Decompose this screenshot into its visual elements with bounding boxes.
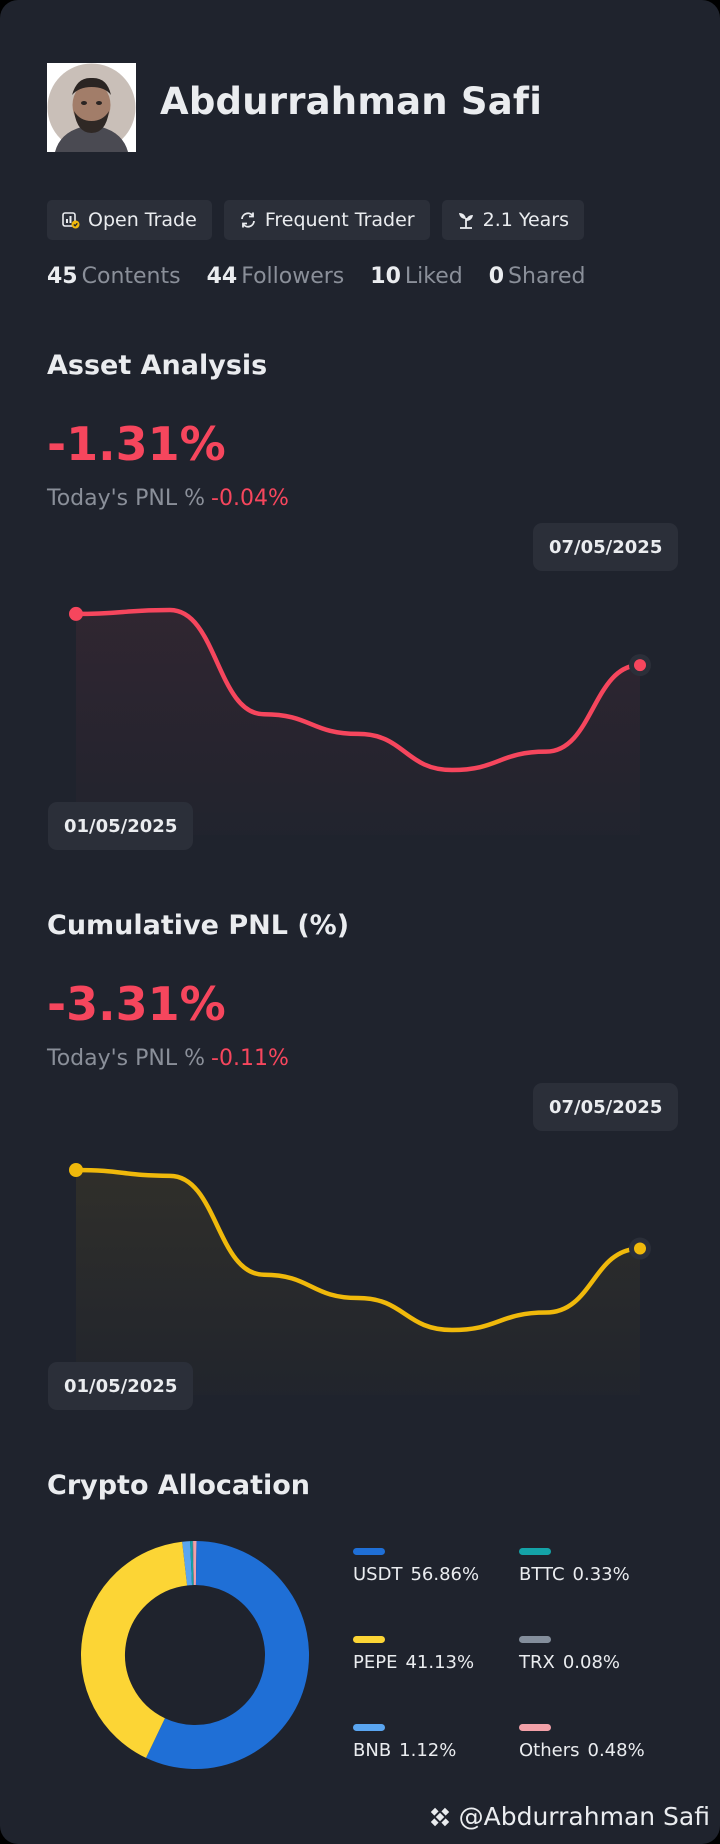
legend-name: USDT xyxy=(353,1564,403,1585)
asset-analysis-chart[interactable] xyxy=(0,525,720,845)
asset-start-date-tag: 01/05/2025 xyxy=(48,802,194,850)
today-pnl-label: Today's PNL % xyxy=(47,1046,206,1071)
series-line xyxy=(73,607,643,773)
donut-slice-pepe[interactable] xyxy=(81,1541,188,1758)
data-point[interactable] xyxy=(69,606,83,621)
legend-item-usdt: USDT 56.86% xyxy=(353,1548,480,1585)
legend-value: 41.13% xyxy=(405,1652,475,1673)
cumulative-today-pnl: Today's PNL % -0.11% xyxy=(47,1046,289,1071)
asset-analysis-title: Asset Analysis xyxy=(47,350,268,381)
data-point[interactable] xyxy=(634,1242,646,1255)
open-trade-icon xyxy=(62,212,80,229)
badge-frequent-trader[interactable]: Frequent Trader xyxy=(223,200,430,240)
stat-number: 0 xyxy=(488,264,505,289)
data-point[interactable] xyxy=(166,606,174,614)
data-point[interactable] xyxy=(542,748,550,756)
stat-number: 10 xyxy=(370,264,401,289)
data-point[interactable] xyxy=(260,710,268,718)
donut-slice-bnb[interactable] xyxy=(182,1541,193,1586)
sprout-icon xyxy=(458,213,473,229)
data-point[interactable] xyxy=(634,659,646,672)
refresh-icon xyxy=(240,212,255,228)
legend-value: 0.08% xyxy=(562,1652,621,1673)
stat-liked[interactable]: 10 Liked xyxy=(370,264,462,289)
badge-row: Open Trade Frequent Trader 2.1 Years xyxy=(47,200,584,240)
legend-name: Others xyxy=(519,1740,580,1761)
binance-logo-icon xyxy=(430,1807,449,1826)
stat-number: 44 xyxy=(206,264,238,289)
stat-number: 45 xyxy=(47,264,78,289)
asset-today-pnl: Today's PNL % -0.04% xyxy=(47,486,289,511)
stat-label: Followers xyxy=(241,264,345,289)
today-pnl-value: -0.11% xyxy=(211,1046,289,1071)
legend-name: BNB xyxy=(353,1740,392,1761)
legend-swatch xyxy=(353,1636,385,1643)
footer-handle: @Abdurrahman Safi xyxy=(427,1802,710,1831)
cumulative-start-date-tag: 01/05/2025 xyxy=(48,1362,194,1410)
data-point[interactable] xyxy=(542,1309,550,1317)
stat-label: Contents xyxy=(81,264,181,289)
stat-label: Shared xyxy=(508,264,586,289)
legend-swatch xyxy=(519,1724,551,1731)
legend-value: 0.33% xyxy=(572,1564,630,1585)
legend-name: PEPE xyxy=(353,1652,398,1673)
legend-swatch xyxy=(353,1724,385,1731)
legend-item-bttc: BTTC 0.33% xyxy=(519,1548,630,1585)
asset-analysis-value: -1.31% xyxy=(47,417,226,471)
badge-label: Frequent Trader xyxy=(264,209,415,231)
badge-years[interactable]: 2.1 Years xyxy=(441,200,584,240)
data-point[interactable] xyxy=(448,1326,456,1334)
today-pnl-value: -0.04% xyxy=(211,486,289,511)
cumulative-pnl-value: -3.31% xyxy=(47,977,226,1031)
allocation-donut-chart[interactable] xyxy=(78,1538,312,1772)
legend-value: 0.48% xyxy=(587,1740,645,1761)
legend-swatch xyxy=(519,1636,551,1643)
asset-end-date-tag: 07/05/2025 xyxy=(533,523,679,571)
stat-followers[interactable]: 44 Followers xyxy=(207,264,345,289)
stat-contents[interactable]: 45 Contents xyxy=(47,264,181,289)
today-pnl-label: Today's PNL % xyxy=(47,486,206,511)
legend-swatch xyxy=(519,1548,551,1555)
profile-name: Abdurrahman Safi xyxy=(160,80,543,123)
badge-open-trade[interactable]: Open Trade xyxy=(47,200,212,240)
data-point[interactable] xyxy=(166,1172,174,1180)
legend-value: 1.12% xyxy=(399,1740,457,1761)
legend-swatch xyxy=(353,1548,385,1555)
cumulative-end-date-tag: 07/05/2025 xyxy=(533,1083,679,1131)
footer-handle-text: @Abdurrahman Safi xyxy=(458,1802,710,1831)
crypto-allocation-title: Crypto Allocation xyxy=(47,1470,311,1501)
data-point[interactable] xyxy=(354,730,362,738)
badge-label: Open Trade xyxy=(88,209,197,231)
stat-label: Liked xyxy=(404,264,463,289)
legend-item-trx: TRX 0.08% xyxy=(519,1636,621,1673)
avatar[interactable] xyxy=(47,63,136,152)
data-point[interactable] xyxy=(448,766,456,774)
badge-label: 2.1 Years xyxy=(482,209,569,231)
cumulative-pnl-chart[interactable] xyxy=(0,1085,720,1405)
legend-item-bnb: BNB 1.12% xyxy=(353,1724,457,1761)
legend-value: 56.86% xyxy=(410,1564,480,1585)
stat-shared[interactable]: 0 Shared xyxy=(489,264,586,289)
legend-name: BTTC xyxy=(519,1564,565,1585)
stats-row: 45 Contents 44 Followers 10 Liked 0 Shared xyxy=(47,264,586,289)
data-point[interactable] xyxy=(69,1163,83,1177)
data-point[interactable] xyxy=(354,1294,362,1302)
cumulative-pnl-title: Cumulative PNL (%) xyxy=(47,910,350,941)
legend-name: TRX xyxy=(519,1652,555,1673)
legend-item-others: Others 0.48% xyxy=(519,1724,645,1761)
donut-slice-usdt[interactable] xyxy=(146,1541,309,1769)
series-line xyxy=(73,1167,643,1333)
avatar-image xyxy=(47,63,136,152)
data-point[interactable] xyxy=(260,1271,268,1279)
legend-item-pepe: PEPE 41.13% xyxy=(353,1636,475,1673)
